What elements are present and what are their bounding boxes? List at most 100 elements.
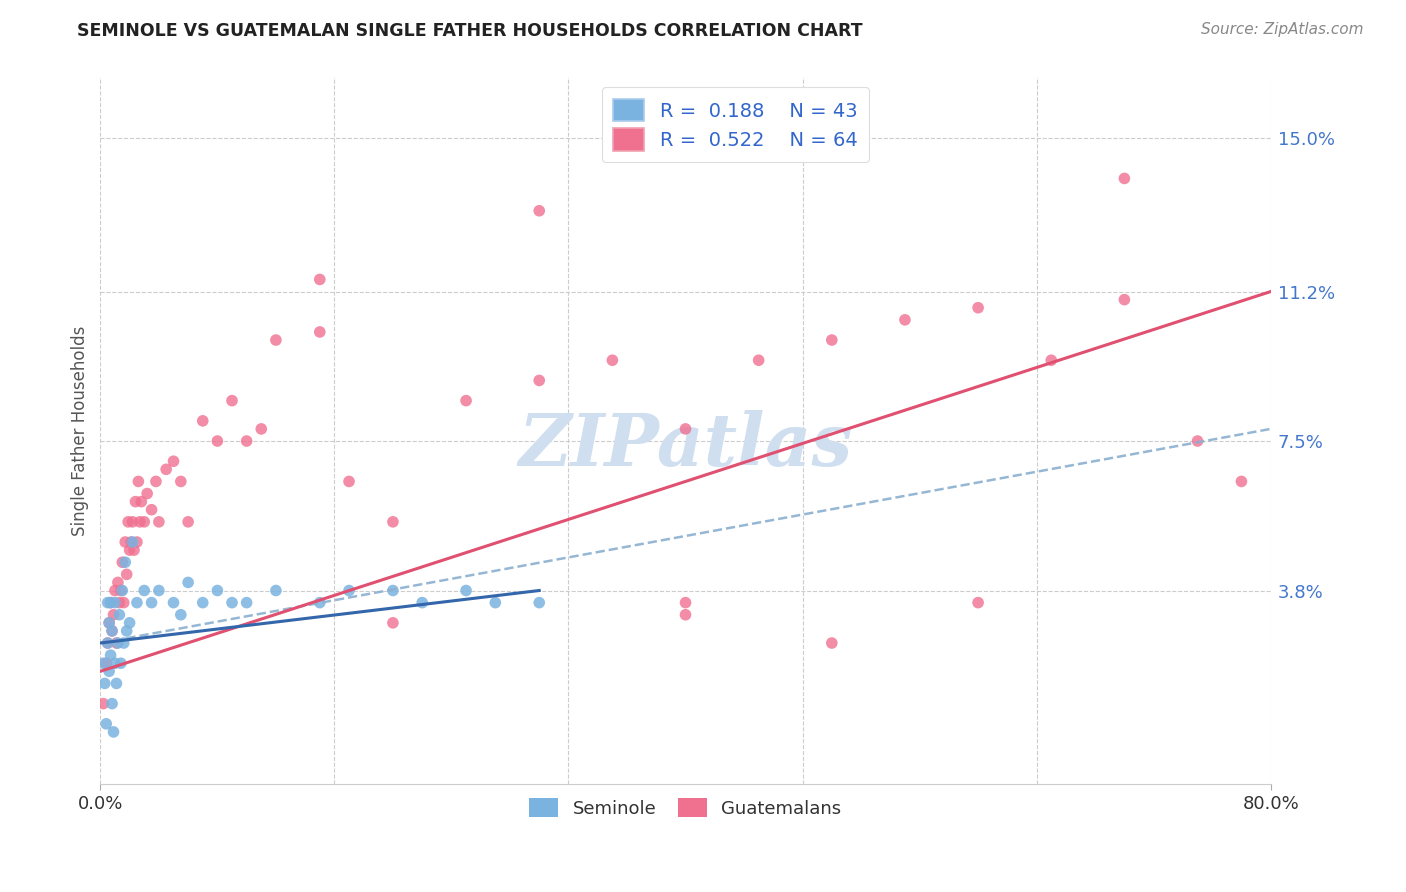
- Point: [337, 475, 360, 489]
- Point: [101, 624, 124, 638]
- Point: [162, 596, 184, 610]
- Point: [127, 475, 149, 489]
- Point: [124, 494, 146, 508]
- Point: [529, 373, 551, 387]
- Point: [97, 596, 120, 610]
- Point: [114, 535, 136, 549]
- Point: [91, 697, 114, 711]
- Point: [98, 665, 121, 679]
- Point: [104, 583, 127, 598]
- Y-axis label: Single Father Households: Single Father Households: [72, 326, 89, 536]
- Point: [967, 301, 990, 315]
- Point: [125, 535, 148, 549]
- Point: [148, 515, 170, 529]
- Point: [221, 596, 243, 610]
- Point: [821, 333, 844, 347]
- Point: [111, 555, 134, 569]
- Point: [250, 422, 273, 436]
- Point: [381, 615, 404, 630]
- Point: [107, 636, 129, 650]
- Point: [1114, 171, 1136, 186]
- Point: [118, 615, 141, 630]
- Text: Source: ZipAtlas.com: Source: ZipAtlas.com: [1201, 22, 1364, 37]
- Point: [110, 657, 132, 671]
- Point: [96, 716, 118, 731]
- Point: [141, 596, 163, 610]
- Point: [112, 596, 135, 610]
- Point: [675, 607, 697, 622]
- Point: [381, 583, 404, 598]
- Point: [675, 596, 697, 610]
- Point: [264, 583, 287, 598]
- Point: [114, 555, 136, 569]
- Point: [136, 486, 159, 500]
- Point: [103, 725, 125, 739]
- Point: [821, 636, 844, 650]
- Point: [235, 596, 257, 610]
- Point: [967, 596, 990, 610]
- Point: [108, 596, 131, 610]
- Point: [141, 502, 163, 516]
- Point: [115, 624, 138, 638]
- Point: [454, 583, 477, 598]
- Point: [134, 515, 156, 529]
- Point: [108, 607, 131, 622]
- Point: [411, 596, 433, 610]
- Point: [121, 515, 143, 529]
- Text: ZIPatlas: ZIPatlas: [519, 409, 852, 481]
- Point: [191, 414, 214, 428]
- Point: [97, 636, 120, 650]
- Point: [97, 636, 120, 650]
- Point: [170, 607, 193, 622]
- Point: [98, 615, 121, 630]
- Point: [101, 624, 124, 638]
- Point: [1187, 434, 1209, 448]
- Point: [104, 596, 127, 610]
- Legend: Seminole, Guatemalans: Seminole, Guatemalans: [522, 791, 849, 825]
- Point: [91, 657, 114, 671]
- Point: [118, 543, 141, 558]
- Point: [221, 393, 243, 408]
- Point: [115, 567, 138, 582]
- Point: [162, 454, 184, 468]
- Point: [308, 596, 330, 610]
- Point: [748, 353, 770, 368]
- Point: [529, 596, 551, 610]
- Point: [484, 596, 506, 610]
- Point: [454, 393, 477, 408]
- Point: [122, 543, 145, 558]
- Point: [235, 434, 257, 448]
- Point: [207, 583, 229, 598]
- Point: [191, 596, 214, 610]
- Point: [131, 494, 153, 508]
- Point: [170, 475, 193, 489]
- Point: [177, 515, 200, 529]
- Point: [98, 615, 121, 630]
- Point: [100, 648, 122, 662]
- Point: [107, 575, 129, 590]
- Point: [207, 434, 229, 448]
- Point: [308, 272, 330, 286]
- Text: SEMINOLE VS GUATEMALAN SINGLE FATHER HOUSEHOLDS CORRELATION CHART: SEMINOLE VS GUATEMALAN SINGLE FATHER HOU…: [77, 22, 863, 40]
- Point: [117, 515, 139, 529]
- Point: [93, 676, 115, 690]
- Point: [145, 475, 167, 489]
- Point: [148, 583, 170, 598]
- Point: [177, 575, 200, 590]
- Point: [602, 353, 624, 368]
- Point: [103, 607, 125, 622]
- Point: [264, 333, 287, 347]
- Point: [125, 596, 148, 610]
- Point: [529, 203, 551, 218]
- Point: [337, 583, 360, 598]
- Point: [110, 583, 132, 598]
- Point: [96, 657, 118, 671]
- Point: [128, 515, 150, 529]
- Point: [381, 515, 404, 529]
- Point: [308, 325, 330, 339]
- Point: [105, 636, 128, 650]
- Point: [111, 583, 134, 598]
- Point: [105, 676, 128, 690]
- Point: [100, 596, 122, 610]
- Point: [134, 583, 156, 598]
